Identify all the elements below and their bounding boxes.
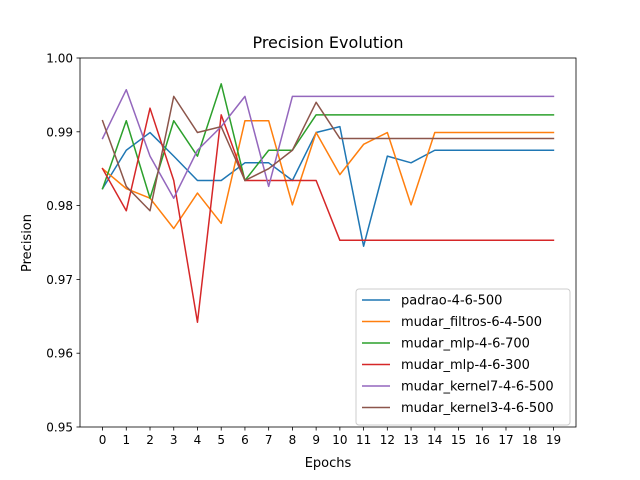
x-tick-label: 19 (546, 433, 561, 447)
series-line-3 (101, 107, 555, 323)
x-tick-label: 17 (498, 433, 513, 447)
series-line-1 (101, 119, 555, 230)
x-tick-label: 18 (522, 433, 537, 447)
y-tick-label: 0.97 (46, 273, 73, 287)
legend: padrao-4-6-500 mudar_filtros-6-4-500mudar… (355, 288, 571, 426)
series-line-2 (101, 83, 555, 199)
x-tick-label: 11 (356, 433, 371, 447)
x-tick-label: 12 (380, 433, 395, 447)
axes: 0 1 2 3 4 5 6 7 8 9 10 11 12 13 14 15 16 17 18 190.950.960.… (46, 52, 577, 447)
x-tick-label: 4 (194, 433, 202, 447)
x-tick-label: 2 (146, 433, 154, 447)
y-tick-label: 0.95 (46, 421, 73, 435)
x-tick-label: 14 (427, 433, 442, 447)
y-tick-label: 0.99 (46, 125, 73, 139)
legend-frame (355, 288, 571, 426)
x-tick-label: 9 (312, 433, 320, 447)
legend-label-1: mudar_filtros-6-4-500 (401, 315, 542, 330)
chart-title: Precision Evolution (252, 33, 403, 52)
x-tick-label: 5 (217, 433, 225, 447)
x-tick-label: 15 (451, 433, 466, 447)
legend-label-2: mudar_mlp-4-6-700 (401, 337, 530, 352)
y-axis-label: Precision (20, 214, 35, 272)
series-line-4 (101, 88, 555, 199)
x-tick-label: 0 (99, 433, 107, 447)
legend-label-0: padrao-4-6-500 (401, 294, 502, 309)
x-tick-label: 1 (122, 433, 130, 447)
x-tick-label: 7 (265, 433, 273, 447)
series-line-5 (101, 95, 555, 212)
x-tick-label: 10 (332, 433, 347, 447)
legend-label-3: mudar_mlp-4-6-300 (401, 358, 530, 373)
y-tick-label: 1.00 (46, 52, 73, 66)
x-tick-label: 3 (170, 433, 178, 447)
legend-label-4: mudar_kernel7-4-6-500 (401, 380, 554, 395)
legend-label-5: mudar_kernel3-4-6-500 (401, 401, 554, 416)
x-tick-label: 6 (241, 433, 249, 447)
axes-frame (79, 57, 577, 428)
x-axis-label: Epochs (305, 456, 352, 471)
y-tick-label: 0.98 (46, 199, 73, 213)
x-tick-label: 16 (475, 433, 490, 447)
x-tick-label: 8 (289, 433, 297, 447)
x-tick-label: 13 (403, 433, 418, 447)
series-line-0 (101, 125, 555, 247)
plot-area (101, 83, 555, 323)
y-tick-label: 0.96 (46, 347, 73, 361)
